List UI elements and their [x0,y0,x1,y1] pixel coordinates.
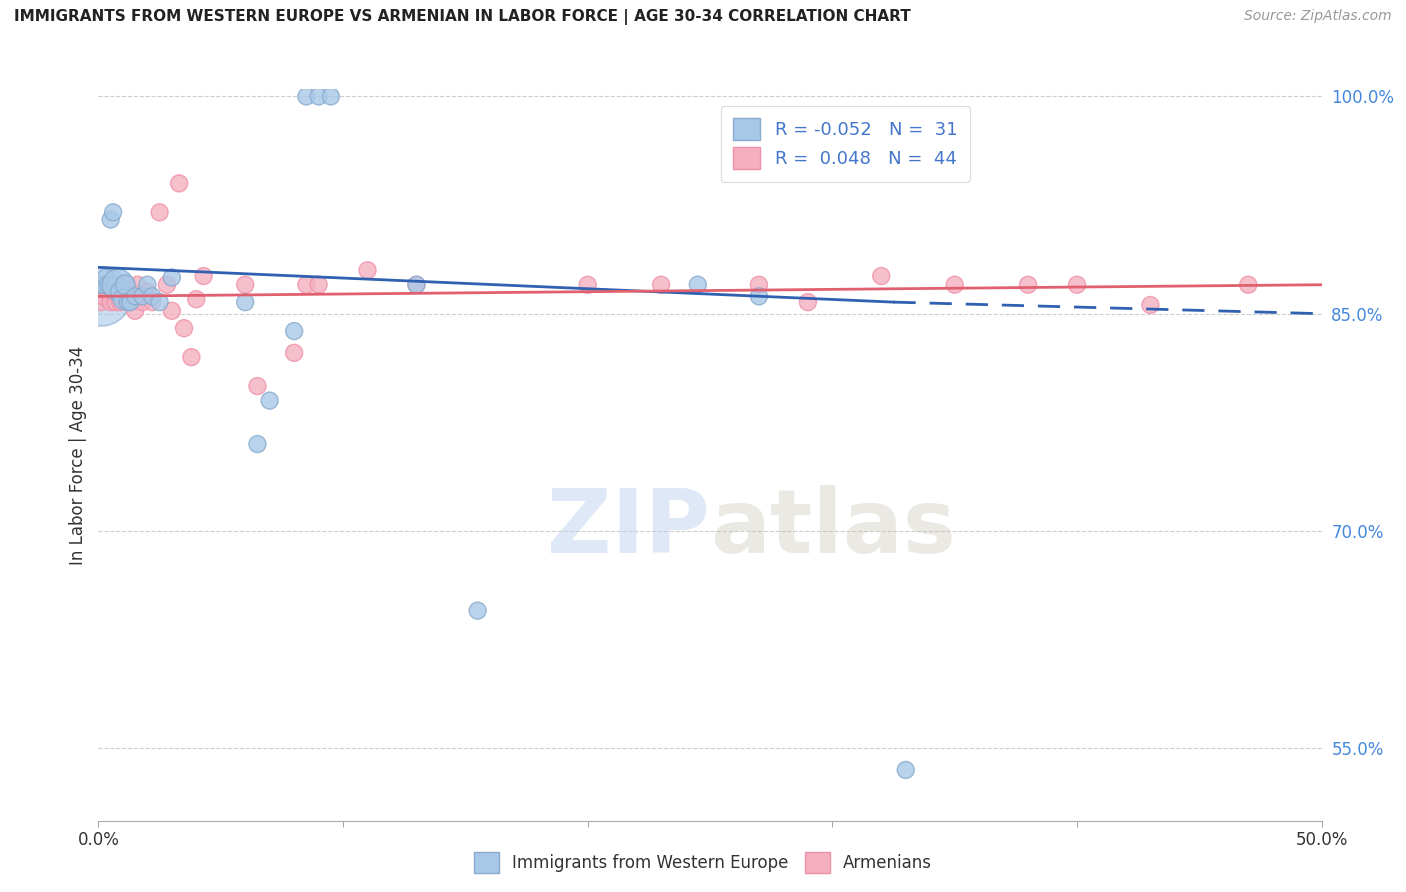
Text: atlas: atlas [710,484,956,572]
Point [319,89,342,103]
Point [283,346,305,360]
Point [1237,277,1260,292]
Point [748,277,770,292]
Point [107,285,129,299]
Point [193,268,215,283]
Point [1066,277,1088,292]
Point [180,350,202,364]
Point [127,277,149,292]
Point [356,263,378,277]
Point [131,295,153,310]
Point [283,324,305,338]
Point [233,277,256,292]
Point [173,321,195,335]
Point [120,295,142,310]
Point [100,295,122,310]
Text: IMMIGRANTS FROM WESTERN EUROPE VS ARMENIAN IN LABOR FORCE | AGE 30-34 CORRELATIO: IMMIGRANTS FROM WESTERN EUROPE VS ARMENI… [14,9,911,25]
Point [141,289,163,303]
Point [1139,298,1161,312]
Point [870,268,893,283]
Point [101,285,124,299]
Point [160,270,183,285]
Point [295,89,318,103]
Point [160,303,183,318]
Point [120,295,142,310]
Point [233,295,256,310]
Point [111,289,134,303]
Point [114,277,136,292]
Point [100,212,122,227]
Point [117,295,139,310]
Point [246,437,269,451]
Point [308,277,330,292]
Text: ZIP: ZIP [547,484,710,572]
Point [259,393,281,408]
Point [117,295,139,310]
Point [136,277,159,292]
Point [91,277,114,292]
Point [686,277,709,292]
Text: Source: ZipAtlas.com: Source: ZipAtlas.com [1244,9,1392,23]
Point [141,295,163,310]
Point [124,303,146,318]
Point [149,295,172,310]
Point [111,292,134,306]
Point [308,89,330,103]
Point [943,277,966,292]
Point [894,763,917,777]
Point [1017,277,1039,292]
Point [576,277,599,292]
Point [405,277,427,292]
Legend: R = -0.052   N =  31, R =  0.048   N =  44: R = -0.052 N = 31, R = 0.048 N = 44 [721,105,970,182]
Point [136,285,159,299]
Point [121,285,143,299]
Point [405,277,427,292]
Point [114,277,136,292]
Point [124,289,146,303]
Point [97,285,120,299]
Point [97,277,120,292]
Point [467,604,489,618]
Point [90,295,112,310]
Point [295,277,318,292]
Point [186,292,208,306]
Point [104,295,127,310]
Point [91,289,114,303]
Point [110,285,132,299]
Point [797,295,820,310]
Legend: Immigrants from Western Europe, Armenians: Immigrants from Western Europe, Armenian… [467,846,939,880]
Point [110,295,132,310]
Point [156,277,179,292]
Point [101,205,124,219]
Point [90,277,112,292]
Point [167,177,190,191]
Point [107,277,129,292]
Point [104,277,127,292]
Point [94,270,117,285]
Point [90,289,112,303]
Point [131,289,153,303]
Point [246,379,269,393]
Point [94,277,117,292]
Point [650,277,672,292]
Y-axis label: In Labor Force | Age 30-34: In Labor Force | Age 30-34 [69,345,87,565]
Point [748,289,770,303]
Point [149,205,172,219]
